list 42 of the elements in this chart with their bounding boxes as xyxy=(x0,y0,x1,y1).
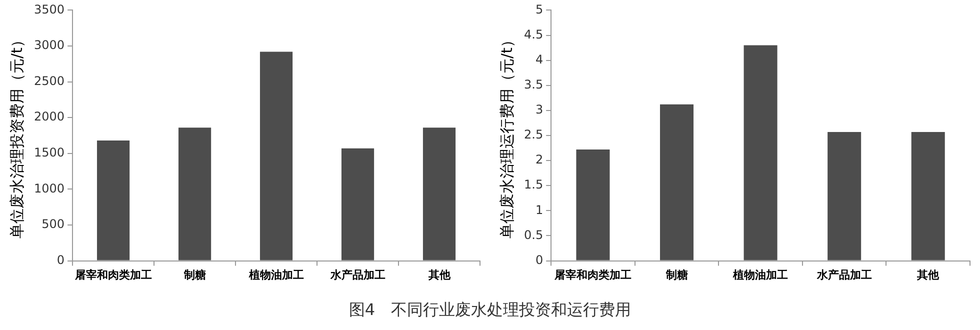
y-tick-label: 500 xyxy=(42,217,65,232)
y-tick-label: 3000 xyxy=(34,38,65,52)
y-tick-label: 0 xyxy=(535,252,544,267)
y-tick-label: 1 xyxy=(535,202,544,217)
y-tick-label: 5 xyxy=(535,2,544,16)
y-tick-label: 2 xyxy=(535,152,544,167)
x-tick-label: 制糖 xyxy=(664,268,688,282)
x-tick-label: 水产品加工 xyxy=(329,268,386,282)
bar xyxy=(911,132,945,260)
x-tick-label: 屠宰和肉类加工 xyxy=(553,268,632,282)
y-axis-title: 单位废水治理投资费用（元/t） xyxy=(8,32,26,238)
y-tick-label: 1500 xyxy=(34,146,65,160)
bar xyxy=(422,128,456,260)
x-tick-label: 制糖 xyxy=(182,268,206,282)
y-tick-label: 2000 xyxy=(34,110,65,124)
y-tick-label: 1.5 xyxy=(524,178,544,192)
bar xyxy=(828,132,862,260)
y-tick-label: 1000 xyxy=(34,181,65,196)
bar xyxy=(576,150,610,260)
x-tick-label: 植物油加工 xyxy=(732,268,788,282)
y-tick-label: 0 xyxy=(56,252,65,267)
bar xyxy=(744,45,778,260)
bar xyxy=(260,52,293,260)
bar xyxy=(178,128,212,260)
bar xyxy=(660,104,694,260)
y-tick-label: 4.5 xyxy=(524,27,544,42)
y-tick-label: 4 xyxy=(535,52,544,66)
y-tick-label: 3500 xyxy=(34,2,65,16)
x-tick-label: 植物油加工 xyxy=(248,268,304,282)
y-tick-label: 0.5 xyxy=(524,228,544,242)
bar xyxy=(96,140,130,260)
x-tick-label: 其他 xyxy=(427,268,452,282)
y-tick-label: 3 xyxy=(535,102,544,117)
x-tick-label: 水产品加工 xyxy=(816,268,872,282)
x-tick-label: 屠宰和肉类加工 xyxy=(74,268,152,282)
y-tick-label: 2500 xyxy=(34,74,65,88)
y-tick-label: 2.5 xyxy=(524,128,544,142)
x-tick-label: 其他 xyxy=(916,268,940,282)
y-axis-title: 单位废水治理运行费用（元/t） xyxy=(498,32,516,238)
y-tick-label: 3.5 xyxy=(524,78,544,92)
bar xyxy=(341,148,374,260)
text: 图4 不同行业废水处理投资和运行费用 xyxy=(348,300,632,321)
